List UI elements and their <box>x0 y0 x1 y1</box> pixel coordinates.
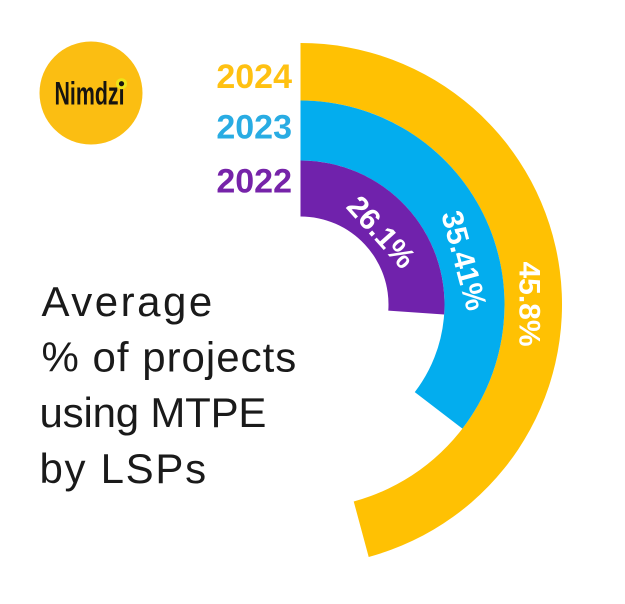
svg-text:Nimdzi: Nimdzi <box>55 76 125 112</box>
svg-text:% of projects: % of projects <box>42 334 298 381</box>
svg-text:Average: Average <box>42 278 215 325</box>
svg-text:2022: 2022 <box>216 162 292 200</box>
svg-text:using MTPE: using MTPE <box>40 389 267 436</box>
svg-text:by LSPs: by LSPs <box>40 445 208 492</box>
svg-text:45.8%: 45.8% <box>513 261 546 346</box>
svg-text:2024: 2024 <box>216 58 292 96</box>
svg-text:2023: 2023 <box>216 108 292 146</box>
